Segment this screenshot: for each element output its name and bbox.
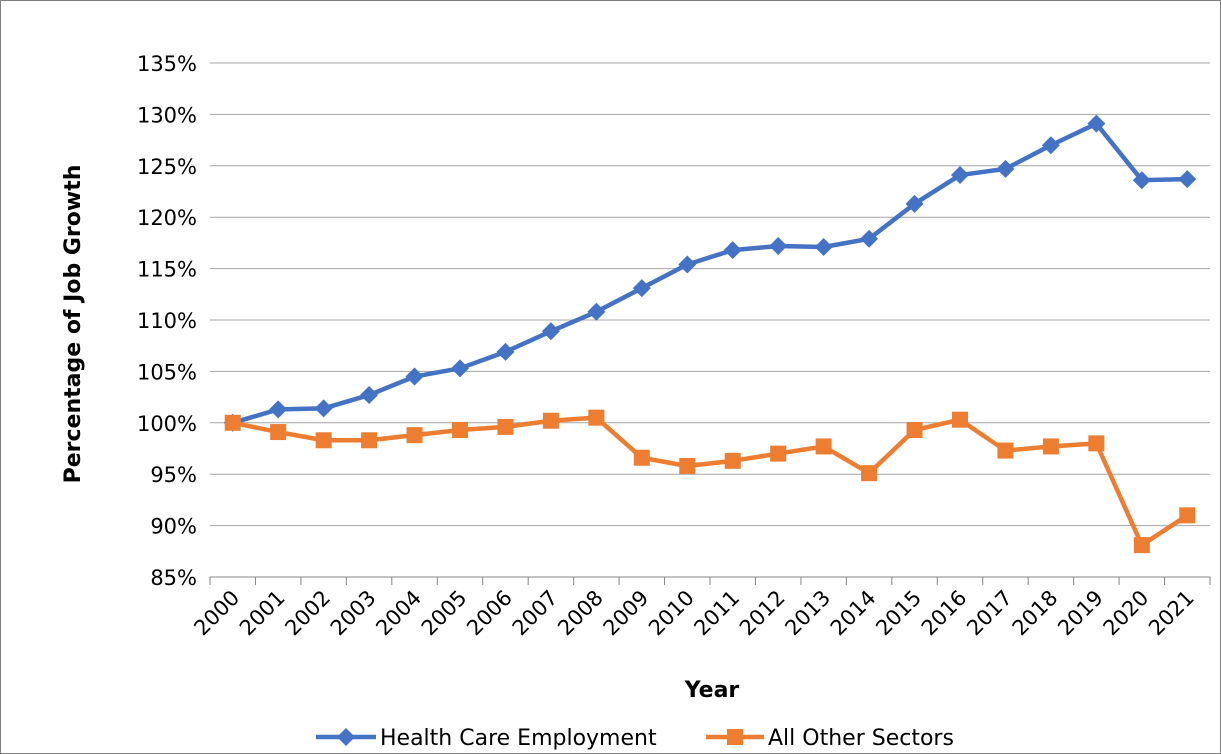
data-point-all-other bbox=[633, 449, 650, 466]
data-point-health-care bbox=[587, 302, 606, 321]
y-tick-label: 90% bbox=[150, 515, 197, 539]
data-point-all-other bbox=[315, 432, 332, 449]
y-tick-label: 125% bbox=[137, 155, 197, 179]
data-point-health-care bbox=[496, 342, 515, 361]
data-point-health-care bbox=[996, 159, 1015, 178]
data-point-all-other bbox=[406, 427, 423, 444]
x-tick-label: 2004 bbox=[371, 586, 426, 641]
data-point-health-care bbox=[678, 255, 697, 274]
x-tick-label: 2008 bbox=[553, 586, 608, 641]
legend-marker-square bbox=[727, 729, 743, 745]
legend: Health Care Employment All Other Sectors bbox=[316, 726, 954, 751]
data-point-health-care bbox=[723, 241, 742, 260]
data-point-health-care bbox=[814, 238, 833, 257]
x-tick-label: 2000 bbox=[189, 586, 244, 641]
data-point-all-other bbox=[679, 457, 696, 474]
data-point-all-other bbox=[1042, 438, 1059, 455]
data-point-all-other bbox=[452, 421, 468, 438]
data-point-all-other bbox=[542, 412, 559, 429]
data-point-health-care bbox=[541, 322, 560, 341]
x-tick-label: 2017 bbox=[962, 586, 1017, 641]
x-tick-label: 2010 bbox=[644, 586, 699, 641]
data-point-health-care bbox=[1087, 114, 1106, 133]
data-point-all-other bbox=[861, 465, 878, 482]
x-tick-label: 2002 bbox=[280, 586, 335, 641]
data-point-all-other bbox=[1179, 507, 1196, 524]
x-tick-label: 2018 bbox=[1008, 586, 1063, 641]
legend-marker-diamond bbox=[337, 728, 355, 746]
y-tick-label: 105% bbox=[137, 360, 197, 384]
y-tick-label: 110% bbox=[137, 309, 197, 333]
y-axis-title: Percentage of Job Growth bbox=[61, 165, 86, 484]
x-tick-label: 2001 bbox=[235, 586, 290, 641]
series-line-all-other bbox=[232, 415, 1189, 548]
data-point-health-care bbox=[860, 229, 879, 248]
data-point-health-care bbox=[1178, 170, 1197, 189]
data-point-health-care bbox=[314, 399, 333, 418]
data-point-all-other bbox=[588, 409, 605, 426]
data-point-all-other bbox=[361, 432, 378, 449]
x-tick-label: 2005 bbox=[417, 586, 472, 641]
legend-label: All Other Sectors bbox=[768, 726, 954, 751]
gridlines bbox=[210, 62, 1210, 578]
x-tick-label: 2019 bbox=[1053, 586, 1108, 641]
series-layer bbox=[223, 114, 1197, 554]
data-point-health-care bbox=[360, 386, 379, 405]
y-tick-label: 100% bbox=[137, 412, 197, 436]
data-point-all-other bbox=[952, 411, 968, 428]
x-tick-label: 2003 bbox=[326, 586, 381, 641]
x-tick-label: 2009 bbox=[599, 586, 654, 641]
legend-label: Health Care Employment bbox=[380, 726, 657, 751]
data-point-all-other bbox=[815, 438, 832, 455]
data-point-health-care bbox=[1041, 136, 1060, 155]
data-point-all-other bbox=[997, 442, 1014, 459]
data-point-all-other bbox=[270, 424, 287, 441]
x-tick-label: 2011 bbox=[689, 586, 744, 641]
y-tick-label: 85% bbox=[150, 566, 197, 590]
data-point-health-care bbox=[1132, 171, 1151, 190]
y-tick-label: 130% bbox=[137, 103, 197, 127]
y-tick-label: 115% bbox=[137, 258, 197, 282]
x-axis: 2000200120022003200420052006200720082009… bbox=[189, 577, 1211, 641]
x-tick-label: 2016 bbox=[917, 586, 972, 641]
data-point-all-other bbox=[770, 445, 787, 462]
data-point-all-other bbox=[1133, 537, 1150, 554]
x-axis-title: Year bbox=[684, 678, 740, 703]
y-tick-label: 120% bbox=[137, 206, 197, 230]
x-tick-label: 2007 bbox=[508, 586, 563, 641]
data-point-health-care bbox=[405, 367, 424, 386]
data-point-health-care bbox=[269, 400, 288, 419]
data-point-health-care bbox=[951, 166, 969, 185]
x-tick-label: 2020 bbox=[1099, 586, 1154, 641]
data-point-all-other bbox=[906, 421, 923, 438]
data-point-all-other bbox=[724, 452, 741, 469]
y-tick-label: 135% bbox=[137, 52, 197, 76]
x-tick-label: 2013 bbox=[780, 586, 835, 641]
data-point-all-other bbox=[1088, 435, 1105, 452]
series-line-health-care bbox=[232, 121, 1188, 425]
y-tick-label: 95% bbox=[150, 463, 197, 487]
data-point-all-other bbox=[497, 418, 514, 435]
x-tick-label: 2006 bbox=[462, 586, 517, 641]
data-point-health-care bbox=[905, 194, 924, 213]
data-point-all-other bbox=[224, 414, 241, 431]
y-axis-ticks: 85% 90% 95% 100% 105% 110% 115% 120% 125% 130% 135… bbox=[137, 52, 197, 590]
data-point-health-care bbox=[632, 279, 651, 298]
x-tick-label: 2021 bbox=[1144, 586, 1199, 641]
x-tick-label: 2012 bbox=[735, 586, 790, 641]
data-point-health-care bbox=[769, 236, 788, 255]
x-tick-label: 2015 bbox=[871, 586, 926, 641]
data-point-health-care bbox=[451, 359, 469, 378]
x-tick-label: 2014 bbox=[826, 586, 881, 641]
